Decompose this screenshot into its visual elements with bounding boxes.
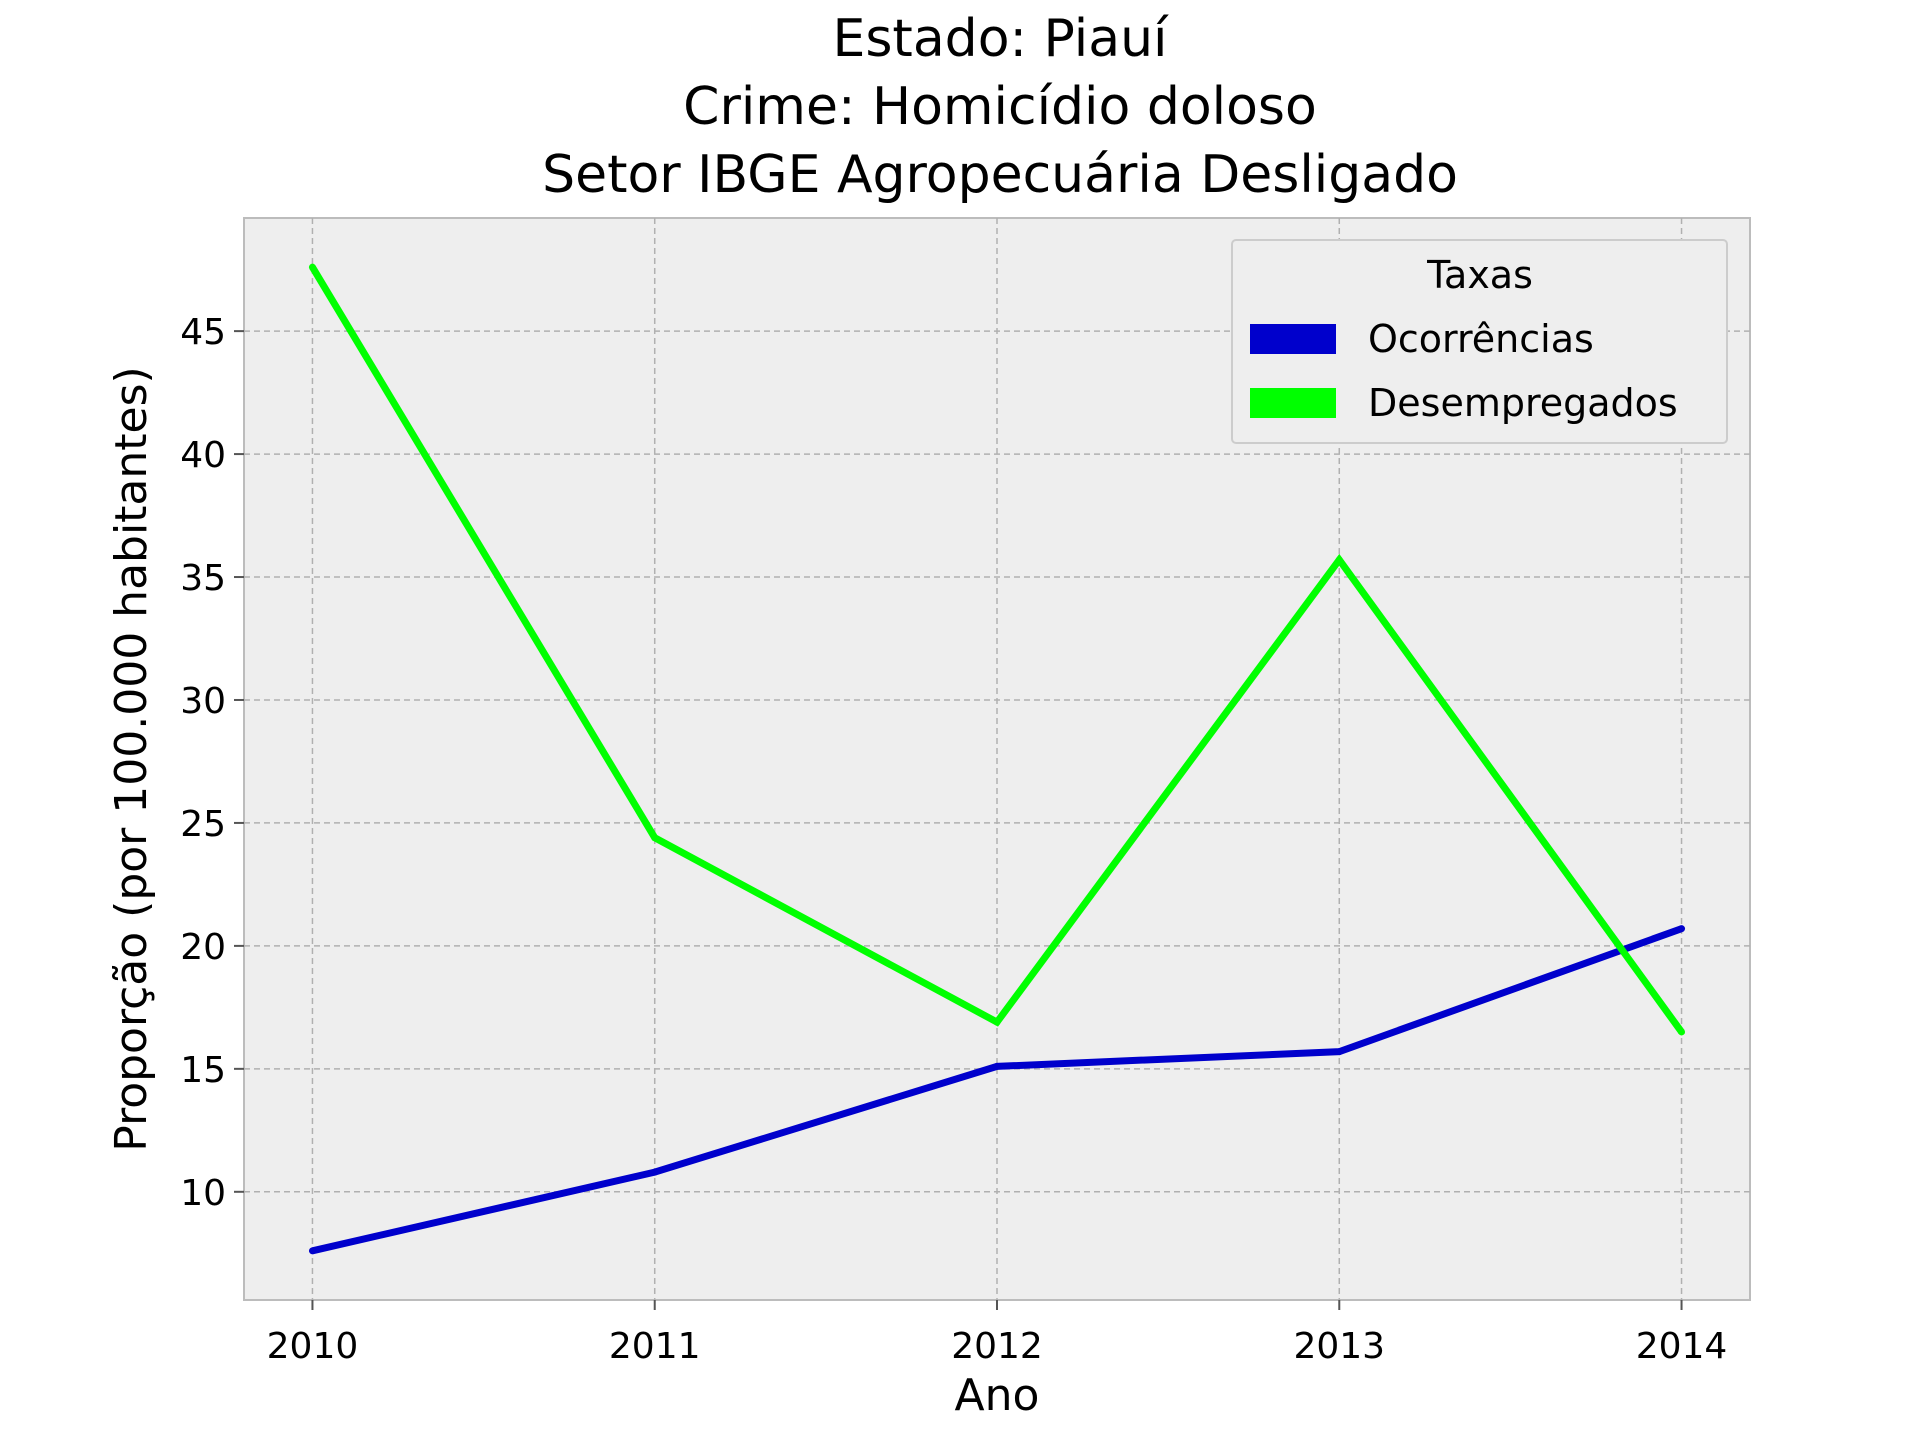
x-tick-label: 2010 xyxy=(267,1326,359,1367)
x-tick-label: 2013 xyxy=(1293,1326,1385,1367)
y-tick-label: 15 xyxy=(180,1050,226,1091)
x-tick-label: 2011 xyxy=(609,1326,701,1367)
series-0-point xyxy=(651,1168,659,1176)
x-axis-label: Ano xyxy=(955,1370,1040,1421)
series-0-point xyxy=(1335,1048,1343,1056)
legend-swatch-ocorrencias xyxy=(1250,324,1336,354)
series-1-point xyxy=(308,263,316,271)
x-tick-label: 2012 xyxy=(951,1326,1043,1367)
y-tick-label: 25 xyxy=(180,804,226,845)
legend-box xyxy=(1231,239,1728,444)
legend-swatch-desempregados xyxy=(1250,388,1336,418)
series-0-point xyxy=(308,1247,316,1255)
legend: Taxas Ocorrências Desempregados xyxy=(1231,239,1728,444)
series-group xyxy=(308,263,1686,1255)
legend-label-desempregados: Desempregados xyxy=(1368,381,1678,425)
series-1-point xyxy=(1335,556,1343,564)
series-1-point xyxy=(993,1018,1001,1026)
series-1-point xyxy=(651,834,659,842)
y-tick-label: 40 xyxy=(180,435,226,476)
y-tick-label: 20 xyxy=(180,927,226,968)
y-tick-label: 10 xyxy=(180,1173,226,1214)
series-0-point xyxy=(993,1062,1001,1070)
chart-title-line-2: Crime: Homicídio doloso xyxy=(683,77,1317,137)
series-0-point xyxy=(1678,925,1686,933)
y-tick-label: 45 xyxy=(180,312,226,353)
series-1-point xyxy=(1678,1028,1686,1036)
y-tick-label: 35 xyxy=(180,558,226,599)
y-axis-label: Proporção (por 100.000 habitantes) xyxy=(106,366,157,1151)
legend-label-ocorrencias: Ocorrências xyxy=(1368,317,1594,361)
legend-title: Taxas xyxy=(1426,253,1533,297)
x-tick-label: 2014 xyxy=(1636,1326,1728,1367)
chart-title-line-3: Setor IBGE Agropecuária Desligado xyxy=(542,145,1458,205)
y-tick-label: 30 xyxy=(180,681,226,722)
y-tick-labels: 10 15 20 25 30 35 40 45 xyxy=(180,312,226,1214)
x-tick-labels: 2010 2011 2012 2013 2014 xyxy=(267,1326,1728,1367)
chart-title-line-1: Estado: Piauí xyxy=(832,9,1169,69)
